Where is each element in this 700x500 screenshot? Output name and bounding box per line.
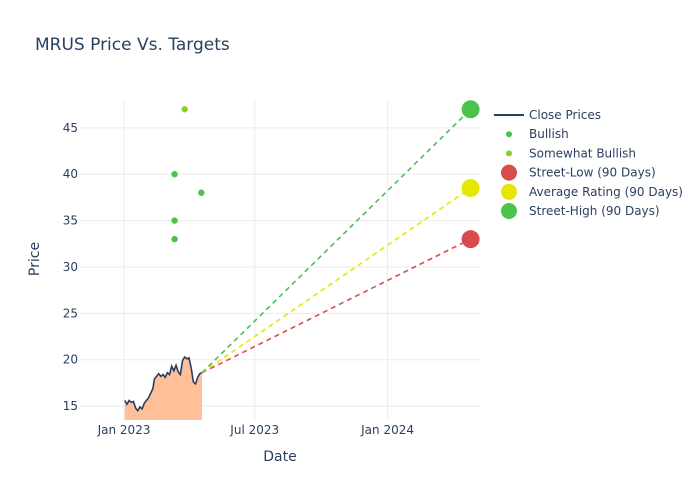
y-tick-label: 40 xyxy=(63,167,78,181)
legend-label: Street-Low (90 Days) xyxy=(529,166,656,180)
street-high-target-marker xyxy=(461,100,480,119)
y-tick-label: 25 xyxy=(63,306,78,320)
legend-marker-swatch xyxy=(501,203,517,219)
y-tick-label: 30 xyxy=(63,260,78,274)
legend: Close Prices Bullish Somewhat Bullish Stree… xyxy=(494,108,683,219)
legend-marker-swatch xyxy=(501,183,517,200)
y-axis-title: Price xyxy=(27,242,43,276)
y-tick-label: 45 xyxy=(63,121,78,135)
y-tick-label: 15 xyxy=(63,399,78,413)
bullish-rating-point xyxy=(171,171,178,178)
average-target-marker xyxy=(461,179,480,198)
x-axis-title: Date xyxy=(263,449,296,465)
legend-label: Somewhat Bullish xyxy=(529,146,636,160)
legend-label: Street-High (90 Days) xyxy=(529,204,660,218)
y-tick-label: 35 xyxy=(63,214,78,228)
street-low-target-marker xyxy=(461,230,480,249)
legend-item-somewhat_bullish: Somewhat Bullish xyxy=(506,146,636,160)
legend-label: Average Rating (90 Days) xyxy=(529,185,683,199)
somewhat-bullish-rating-point xyxy=(181,106,188,113)
legend-item-bullish: Bullish xyxy=(506,127,569,141)
legend-label: Bullish xyxy=(529,127,569,141)
legend-dot-swatch xyxy=(506,131,512,138)
x-tick-label: Jan 2023 xyxy=(97,423,151,437)
close-price-line xyxy=(124,355,203,413)
legend-item-close: Close Prices xyxy=(494,108,601,122)
street-high-projection xyxy=(201,108,472,374)
y-tick-label: 20 xyxy=(63,353,78,367)
bullish-rating-point xyxy=(198,189,205,196)
legend-label: Close Prices xyxy=(529,108,601,122)
x-tick-label: Jul 2023 xyxy=(229,423,279,437)
legend-marker-swatch xyxy=(501,164,517,181)
legend-item-avg: Average Rating (90 Days) xyxy=(501,183,683,200)
chart-title: MRUS Price Vs. Targets xyxy=(35,35,230,55)
average-projection xyxy=(201,187,472,374)
bullish-rating-point xyxy=(171,217,178,224)
legend-item-high: Street-High (90 Days) xyxy=(501,203,660,219)
x-tick-label: Jan 2024 xyxy=(360,423,414,437)
legend-dot-swatch xyxy=(506,150,512,157)
legend-item-low: Street-Low (90 Days) xyxy=(501,164,656,181)
street-low-projection xyxy=(201,238,471,374)
plot-area: 15 20 25 30 35 40 45 Jan 2023 Jul 2023 Jan 2024 xyxy=(63,100,480,437)
bullish-rating-point xyxy=(171,235,178,243)
